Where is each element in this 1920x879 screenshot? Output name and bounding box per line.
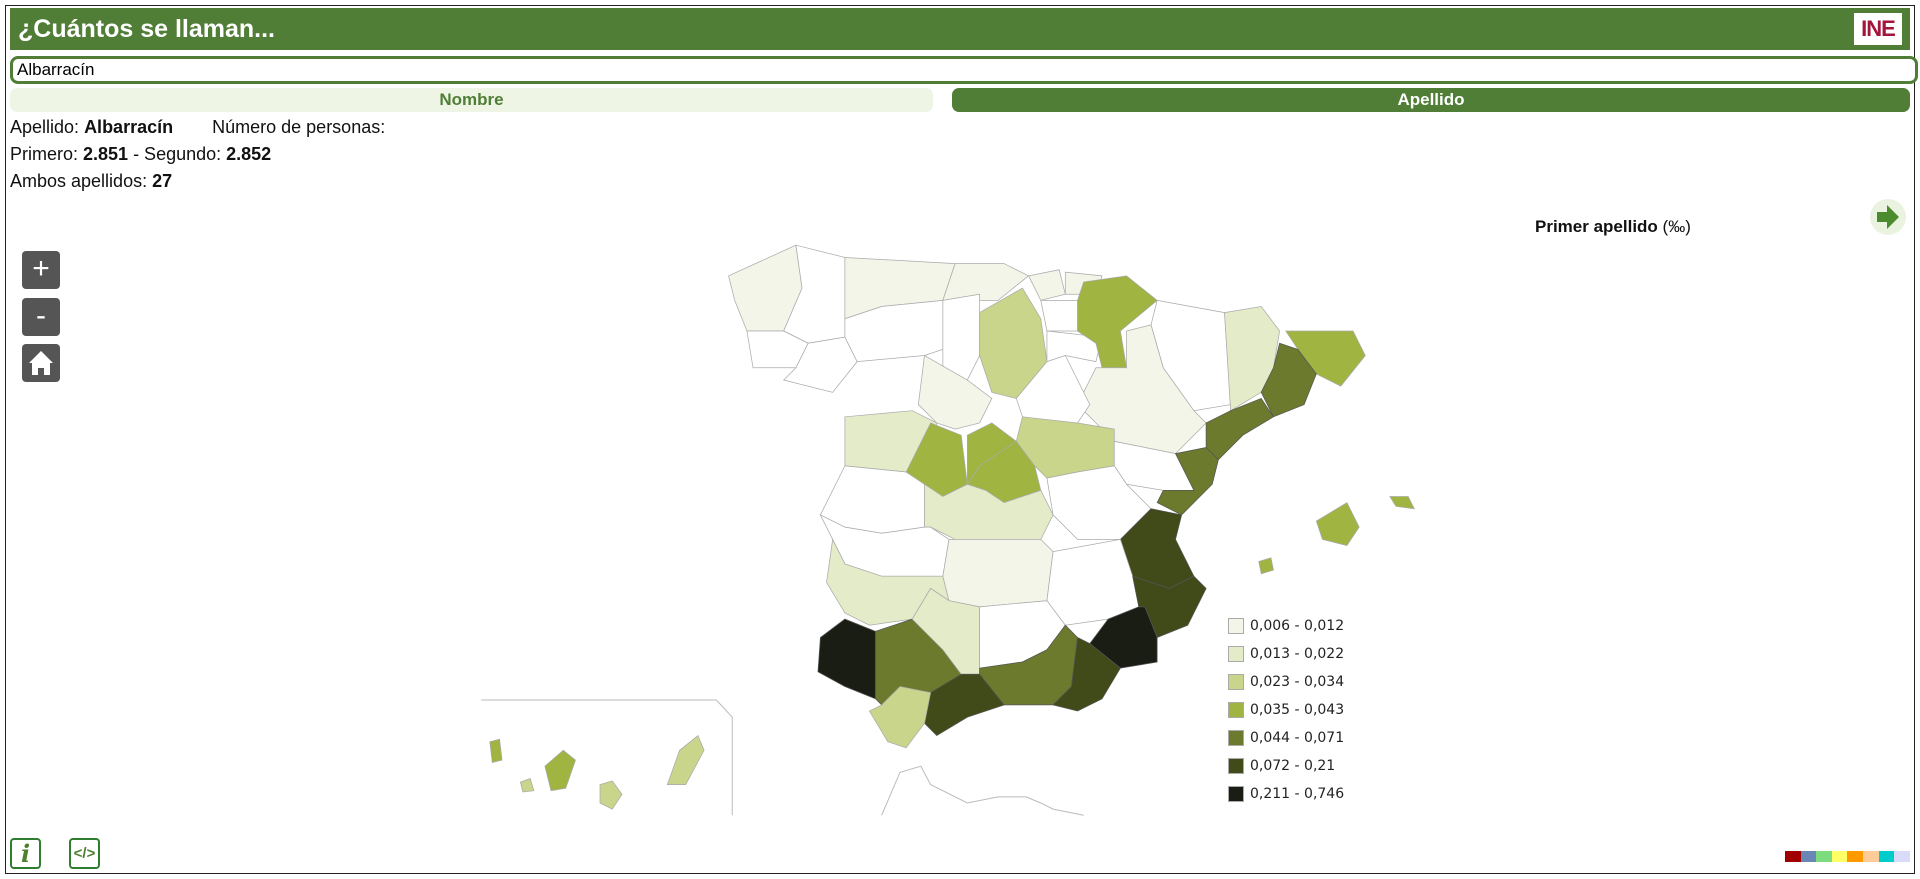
palette-swatch[interactable] [1831,851,1848,862]
legend-swatch [1228,758,1244,774]
home-button[interactable] [22,344,60,382]
province-region[interactable] [844,299,944,363]
province-region[interactable] [868,686,932,749]
africa-coastline [881,765,1084,816]
header: ¿Cuántos se llaman... INE [10,8,1910,50]
palette-swatch[interactable] [1862,851,1879,862]
map-legend: 0,006 - 0,012 0,013 - 0,022 0,023 - 0,034 0… [1228,612,1344,808]
legend-swatch [1228,786,1244,802]
personas-label: Número de personas: [212,117,386,137]
province-region[interactable] [1258,557,1274,575]
ine-logo[interactable]: INE [1854,13,1902,45]
app-title: ¿Cuántos se llaman... [18,15,276,43]
province-region[interactable] [942,539,1054,608]
province-region[interactable] [1028,269,1066,301]
province-region[interactable] [979,624,1078,706]
legend-label: 0,023 - 0,034 [1250,674,1345,690]
legend-label: 0,044 - 0,071 [1250,730,1345,746]
legend-item: 0,035 - 0,043 [1228,696,1344,724]
zoom-out-button[interactable]: - [22,298,60,336]
province-region[interactable] [544,749,576,792]
palette-swatch[interactable] [1878,851,1895,862]
apellido-label: Apellido: [10,117,85,137]
primero-label: Primero: [10,144,84,164]
legend-item: 0,023 - 0,034 [1228,668,1344,696]
map-borders [481,699,1084,816]
province-region[interactable] [1260,342,1317,418]
legend-item: 0,072 - 0,21 [1228,752,1344,780]
province-region[interactable] [666,734,705,785]
info-icon[interactable]: i [10,838,41,869]
next-map-button[interactable] [1870,199,1906,235]
ambos-value: 27 [152,171,173,191]
zoom-in-button[interactable]: + [22,251,60,289]
legend-swatch [1228,674,1244,690]
legend-item: 0,044 - 0,071 [1228,724,1344,752]
province-region[interactable] [1040,299,1078,332]
legend-label: 0,013 - 0,022 [1250,646,1345,662]
ambos-label: Ambos apellidos: [10,171,153,191]
province-region[interactable] [1205,397,1274,461]
palette-swatch[interactable] [1894,851,1910,862]
legend-swatch [1228,702,1244,718]
legend-label: 0,035 - 0,043 [1250,702,1345,718]
info-line-1: Apellido: Albarracín Número de personas: [10,117,385,138]
page-frame [5,5,1915,874]
province-region[interactable] [942,293,980,381]
legend-swatch [1228,730,1244,746]
legend-label: 0,072 - 0,21 [1250,758,1336,774]
home-icon [29,351,53,375]
legend-item: 0,211 - 0,746 [1228,780,1344,808]
province-region[interactable] [489,738,503,763]
arrow-right-icon [1877,205,1899,229]
primero-value: 2.851 [83,144,129,164]
canarias-inset-frame [481,699,733,816]
palette-swatch[interactable] [1800,851,1817,862]
province-region[interactable] [917,354,993,430]
palette-swatch[interactable] [1847,851,1863,862]
legend-label: 0,211 - 0,746 [1250,786,1345,802]
province-region[interactable] [817,618,876,700]
info-line-2: Primero: 2.851 - Segundo: 2.852 [10,144,271,165]
info-line-3: Ambos apellidos: 27 [10,171,172,192]
color-palette-selector[interactable] [1785,851,1910,862]
palette-swatch[interactable] [1816,851,1832,862]
palette-swatch[interactable] [1785,851,1801,862]
segundo-value: 2.852 [226,144,272,164]
legend-swatch [1228,618,1244,634]
legend-label: 0,006 - 0,012 [1250,618,1345,634]
province-region[interactable] [519,777,535,793]
apellido-value: Albarracín [84,117,174,137]
province-region[interactable] [924,673,1005,737]
province-region[interactable] [1052,636,1121,712]
legend-swatch [1228,646,1244,662]
province-region[interactable] [599,780,623,810]
segundo-label: - Segundo: [128,144,227,164]
embed-code-icon[interactable]: </> [69,838,100,869]
legend-item: 0,006 - 0,012 [1228,612,1344,640]
tab-apellido[interactable]: Apellido [952,88,1910,112]
province-region[interactable] [942,263,1030,301]
tab-nombre[interactable]: Nombre [10,88,933,112]
surname-search-input[interactable] [10,56,1918,84]
province-region[interactable] [1389,496,1415,510]
legend-item: 0,013 - 0,022 [1228,640,1344,668]
map-title: Primer apellido (‰) [1535,217,1691,236]
province-region[interactable] [1315,502,1360,546]
